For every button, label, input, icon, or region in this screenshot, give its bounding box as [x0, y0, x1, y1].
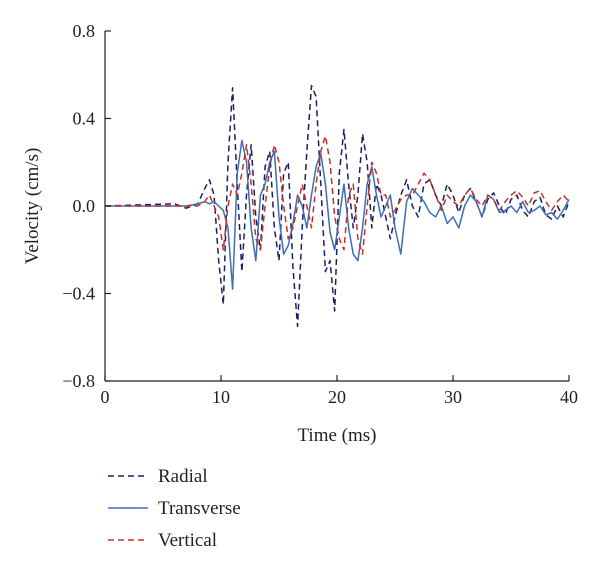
series-line-vertical [105, 135, 570, 255]
y-tick-label: 0.0 [73, 196, 96, 216]
x-axis-title: Time (ms) [297, 425, 376, 446]
legend: Radial Transverse Vertical [108, 466, 241, 551]
series-line-radial [104, 84, 570, 328]
y-tick-label: −0.8 [62, 371, 95, 391]
y-tick-label: 0.4 [73, 109, 96, 129]
x-tick-label: 30 [444, 387, 462, 407]
y-axis-title: Velocity (cm/s) [22, 148, 43, 265]
plot-area [104, 84, 570, 328]
legend-label-radial: Radial [158, 466, 208, 487]
x-axis: 0 10 20 30 40 [101, 375, 578, 407]
y-tick-label: −0.4 [62, 284, 95, 304]
x-tick-label: 20 [328, 387, 346, 407]
x-ticks: 0 10 20 30 40 [101, 375, 578, 407]
x-tick-label: 40 [560, 387, 578, 407]
y-tick-label: 0.8 [73, 21, 96, 41]
series-line-transverse [105, 139, 570, 290]
legend-label-transverse: Transverse [158, 498, 241, 519]
x-tick-label: 0 [101, 387, 110, 407]
legend-label-vertical: Vertical [158, 530, 217, 551]
x-tick-label: 10 [212, 387, 230, 407]
y-ticks: 0.8 0.4 0.0 −0.4 −0.8 [62, 21, 111, 391]
y-axis: 0.8 0.4 0.0 −0.4 −0.8 [62, 21, 111, 391]
